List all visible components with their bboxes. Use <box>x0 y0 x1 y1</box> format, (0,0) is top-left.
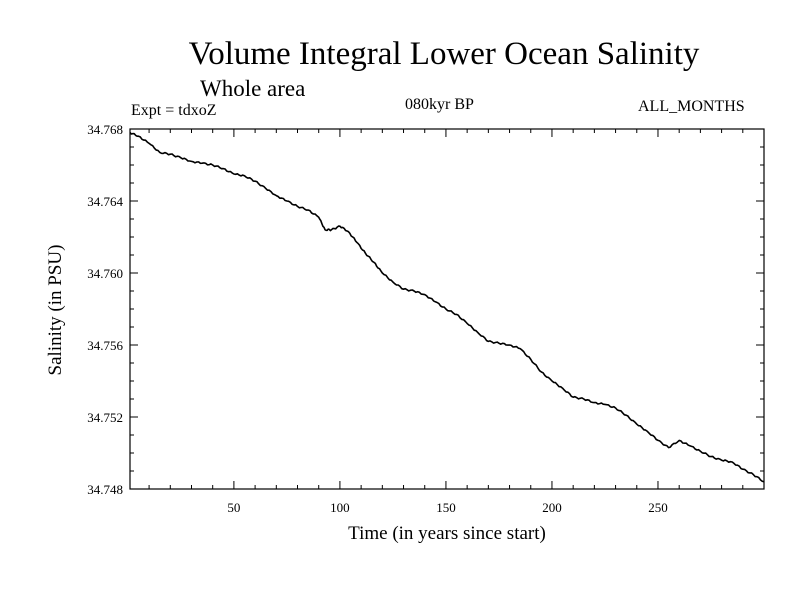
y-tick-label: 34.768 <box>87 122 123 137</box>
chart-title: Volume Integral Lower Ocean Salinity <box>188 36 700 72</box>
months-label: ALL_MONTHS <box>638 98 745 115</box>
chart-subtitle: Whole area <box>200 76 306 101</box>
y-tick-label: 34.748 <box>87 482 123 497</box>
x-tick-label: 150 <box>436 500 456 515</box>
y-tick-label: 34.760 <box>87 266 123 281</box>
x-tick-label: 250 <box>648 500 668 515</box>
y-tick-label: 34.752 <box>87 410 123 425</box>
experiment-label: Expt = tdxoZ <box>131 102 217 119</box>
x-tick-label: 200 <box>542 500 562 515</box>
series-layer <box>129 132 765 483</box>
period-label: 080kyr BP <box>405 96 474 113</box>
x-tick-label: 100 <box>330 500 350 515</box>
y-tick-label: 34.764 <box>87 194 123 209</box>
x-axis-label: Time (in years since start) <box>348 523 546 544</box>
y-tick-label: 34.756 <box>87 338 123 353</box>
x-tick-label: 50 <box>227 500 240 515</box>
salinity-series-line <box>129 132 765 483</box>
plot-frame <box>129 128 765 490</box>
axis-ticks: 50 100 150 200 250 34.748 34.752 34.756 34.760 34… <box>87 122 765 515</box>
y-axis-label: Salinity (in PSU) <box>45 245 66 376</box>
